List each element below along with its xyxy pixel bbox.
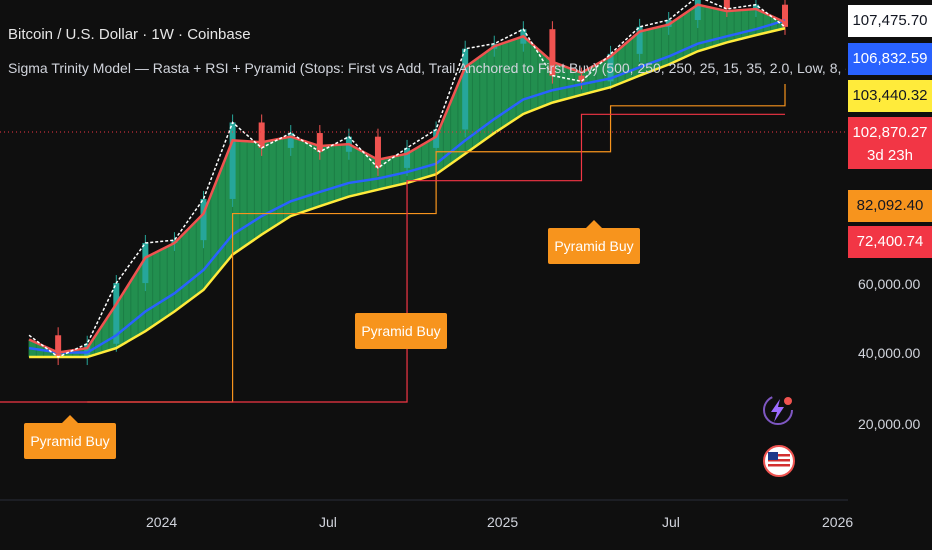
candle-body xyxy=(404,147,411,168)
y-tick-20000: 20,000.00 xyxy=(858,416,921,432)
candle-body xyxy=(752,4,759,9)
candle-body xyxy=(229,122,236,199)
candle-body xyxy=(723,0,730,9)
stop_line-path xyxy=(87,83,786,403)
price-tag-stop: 82,092.40 xyxy=(848,190,932,222)
candle-body xyxy=(316,133,323,152)
candle-body xyxy=(258,122,265,148)
price-tag-countdown: 3d 23h xyxy=(848,143,932,169)
candle-body xyxy=(142,242,149,284)
trail_line-path xyxy=(0,113,785,403)
mid-ma-line xyxy=(28,19,786,354)
x-tick-2025: 2025 xyxy=(487,514,519,530)
candle-body xyxy=(636,26,643,54)
lightning-icon[interactable] xyxy=(760,392,796,428)
candle-body xyxy=(694,0,701,20)
candle-body xyxy=(287,133,294,148)
x-tick-jul-2025: Jul xyxy=(662,514,680,530)
price-tag-high: 107,475.70 xyxy=(848,5,932,37)
chart-title: Bitcoin / U.S. Dollar · 1W · Coinbase xyxy=(8,26,251,43)
candle-body xyxy=(782,4,788,27)
x-tick-2024: 2024 xyxy=(146,514,178,530)
fast-ma-line xyxy=(28,3,786,354)
candle-body xyxy=(374,136,381,168)
candle-body xyxy=(462,48,469,130)
x-tick-jul-2024: Jul xyxy=(319,514,337,530)
us-flag-icon[interactable] xyxy=(762,444,796,478)
price-tag-trail: 72,400.74 xyxy=(848,226,932,258)
pyramid-buy-label-3[interactable]: Pyramid Buy xyxy=(548,220,640,264)
x-tick-2026: 2026 xyxy=(822,514,854,530)
candle-body xyxy=(55,335,62,358)
candle-body xyxy=(84,343,91,358)
candle-body xyxy=(549,29,556,76)
candle-body xyxy=(578,75,585,82)
candle-body xyxy=(113,283,120,344)
stop-levels xyxy=(0,83,786,403)
y-tick-60000: 60,000.00 xyxy=(858,276,921,292)
y-tick-40000: 40,000.00 xyxy=(858,345,921,361)
pyramid-buy-label-1[interactable]: Pyramid Buy xyxy=(24,415,116,459)
price-tag-mid-ma: 106,832.59 xyxy=(848,43,932,75)
pyramid-buy-label-2[interactable]: Pyramid Buy xyxy=(355,313,447,349)
price-tag-slow-ma: 103,440.32 xyxy=(848,80,932,112)
candle-body xyxy=(433,129,440,148)
indicator-title: Sigma Trinity Model — Rasta + RSI + Pyra… xyxy=(8,60,846,76)
candle-body xyxy=(607,53,614,82)
candle-body xyxy=(200,198,207,241)
